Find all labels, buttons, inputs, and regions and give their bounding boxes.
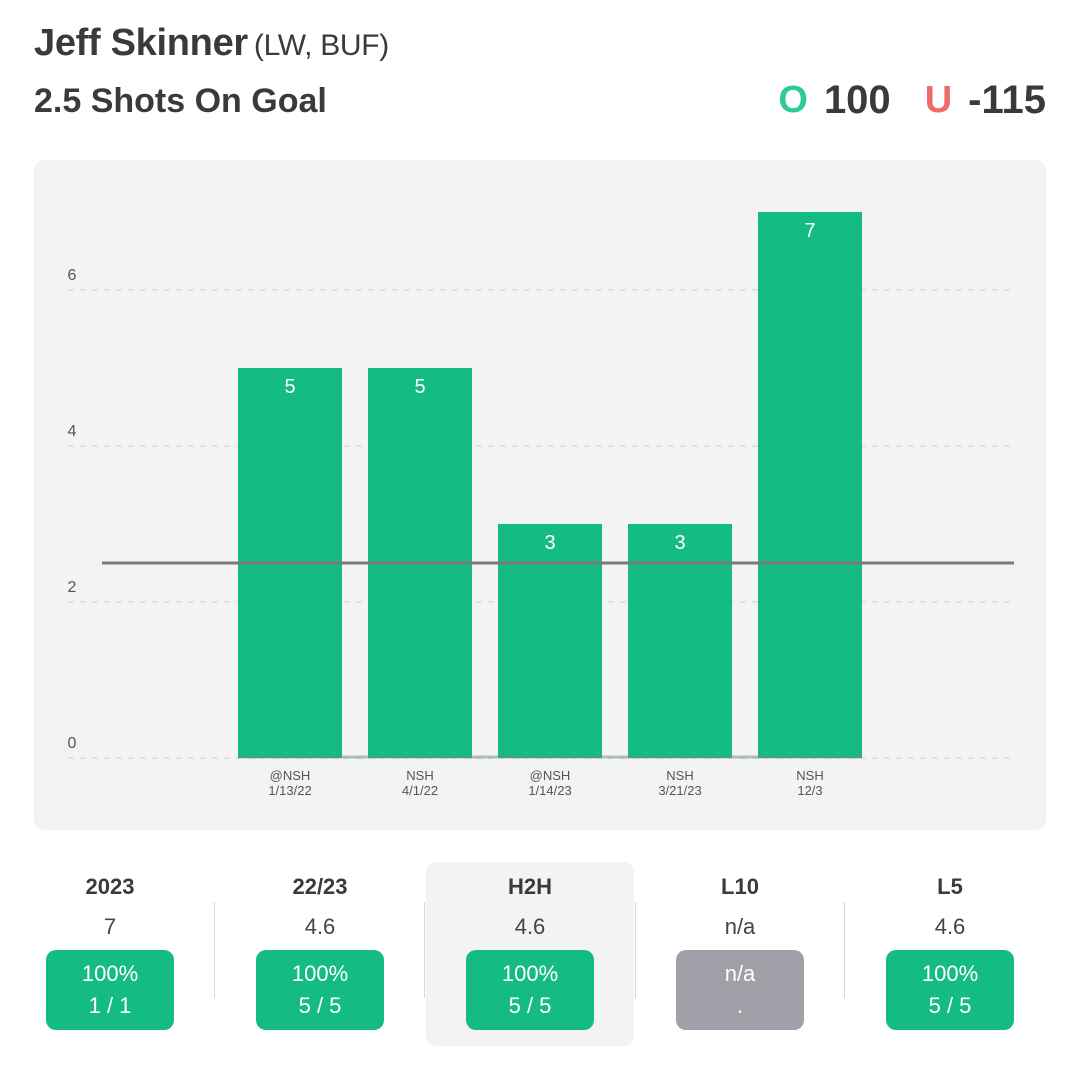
stat-label: L5 [937,874,963,899]
hit-rate-percent: 100% [291,961,349,986]
stat-average: 7 [103,914,117,939]
stat-column-l10[interactable]: L10 n/a n/a. [636,862,844,1046]
hit-rate-percent: 100% [921,961,979,986]
hit-rate-percent: n/a [724,961,756,986]
bar [628,524,732,758]
player-position-team: (LW, BUF) [253,29,389,62]
bar-value-label: 7 [804,220,815,242]
y-tick-label: 0 [68,735,77,752]
over-letter: O [778,79,808,121]
stat-label: 22/23 [292,874,348,899]
odds-display: O 100 U -115 [778,78,1046,123]
hit-rate-badge: 100% 5 / 5 [256,950,384,1030]
stat-column-l5[interactable]: L5 4.6 100% 5 / 5 [846,862,1054,1046]
x-tick-opponent: NSH [666,768,693,783]
hit-rate-badge: 100% 5 / 5 [886,950,1014,1030]
hit-rate-badge: 100% 1 / 1 [46,950,174,1030]
stat-divider [635,902,636,998]
hit-rate-percent: 100% [501,961,559,986]
bar [498,524,602,758]
x-tick-opponent: NSH [796,768,823,783]
y-tick-label: 4 [68,423,77,440]
chart-panel: 0 2 4 6 5 @NSH 1/13/22 5 NSH 4/1/22 3 @NSH 1/14/23 3 N… [34,160,1046,830]
under-letter: U [924,79,953,121]
hit-rate-record: 1 / 1 [88,993,132,1018]
under-odds[interactable]: -115 [968,78,1046,122]
stat-average: 4.6 [934,914,966,939]
player-name-text: Jeff Skinner [34,22,248,64]
stat-column-22-23[interactable]: 22/23 4.6 100% 5 / 5 [216,862,424,1046]
stat-divider [424,902,425,998]
bar [758,212,862,758]
hit-rate-percent: 100% [81,961,139,986]
stat-divider [214,902,215,998]
bar-value-label: 5 [414,376,425,398]
hit-rate-record: 5 / 5 [298,993,342,1018]
bar-value-label: 3 [674,532,685,554]
bar-value-label: 3 [544,532,555,554]
bar-value-label: 5 [284,376,295,398]
stat-label: L10 [721,874,759,899]
x-tick-opponent: @NSH [530,768,571,783]
stat-average: n/a [724,914,756,939]
hit-rate-badge: n/a. [676,950,804,1030]
stat-average: 4.6 [304,914,336,939]
x-tick-date: 1/14/23 [528,783,571,798]
x-tick-date: 4/1/22 [402,783,438,798]
x-tick-opponent: NSH [406,768,433,783]
y-tick-label: 6 [68,267,77,284]
stat-label: 2023 [85,874,135,899]
player-name: Jeff Skinner (LW, BUF) [34,22,389,65]
stats-row: 2023 7 100% 1 / 1 22/23 4.6 100% 5 / 5 H2H 4.6 100… [0,862,1080,1046]
x-tick-date: 3/21/23 [658,783,701,798]
bar-chart: 02465@NSH1/13/225NSH4/1/223@NSH1/14/233N… [68,212,1014,798]
stat-column-2023[interactable]: 2023 7 100% 1 / 1 [6,862,214,1046]
hit-rate-badge: 100% 5 / 5 [466,950,594,1030]
x-tick-opponent: @NSH [270,768,311,783]
hit-rate-record: . [736,993,744,1018]
stat-divider [844,902,845,998]
stat-column-h2h[interactable]: H2H 4.6 100% 5 / 5 [426,862,634,1046]
hit-rate-record: 5 / 5 [928,993,972,1018]
over-odds[interactable]: 100 [823,78,891,122]
hit-rate-record: 5 / 5 [508,993,552,1018]
stat-label: H2H [507,874,552,899]
y-tick-label: 2 [68,579,77,596]
prop-title: 2.5 Shots On Goal [34,82,327,120]
x-tick-date: 12/3 [797,783,822,798]
x-tick-date: 1/13/22 [268,783,311,798]
stat-average: 4.6 [514,914,546,939]
